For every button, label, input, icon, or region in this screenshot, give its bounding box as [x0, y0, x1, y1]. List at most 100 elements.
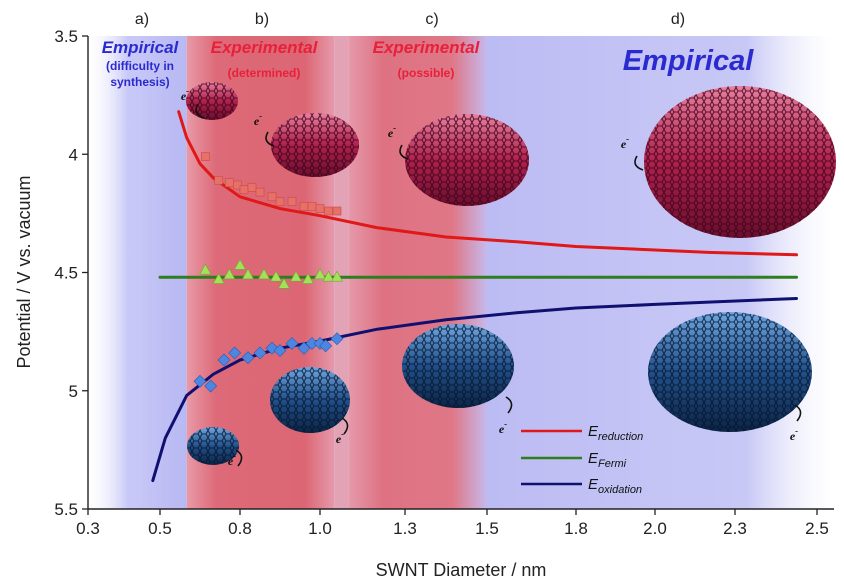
fermi-point — [330, 270, 344, 282]
electron-label: e- — [228, 451, 236, 468]
reduction-point — [233, 180, 242, 190]
nanotube-red-large-icon — [405, 114, 529, 206]
electron-label: e- — [336, 429, 344, 446]
electron-label: e- — [254, 111, 262, 128]
fermi-point — [257, 268, 271, 280]
electron-marker: e- — [790, 404, 802, 443]
x-tick-label: 1.8 — [564, 519, 588, 538]
nanotube-blue-medium-icon — [270, 367, 350, 433]
reduction-point — [239, 185, 249, 195]
x-tick-label: 0.8 — [228, 519, 252, 538]
x-axis-title: SWNT Diameter / nm — [376, 560, 547, 580]
region-title: Experimental — [211, 38, 319, 57]
electron-arrow-icon — [634, 155, 644, 171]
electron-label: e- — [790, 426, 798, 443]
electron-arrow-icon — [341, 417, 349, 435]
electron-arrow-icon — [505, 396, 513, 414]
reduction-point — [299, 201, 309, 211]
oxidation-point — [228, 346, 242, 360]
band-empirical-small — [88, 36, 187, 509]
reduction-point — [214, 175, 223, 185]
region-title: Empirical — [623, 45, 754, 77]
oxidation-point — [330, 332, 344, 346]
reduction-point — [247, 183, 257, 192]
electron-label: e- — [499, 419, 507, 436]
electron-marker: e- — [254, 111, 275, 147]
electron-marker: e- — [181, 86, 205, 119]
panel-letter: c) — [425, 11, 438, 28]
electron-label: e- — [181, 86, 189, 103]
nanotube-red-xlarge-icon — [644, 86, 836, 238]
nanotube-blue-xlarge-icon — [648, 312, 812, 432]
x-ticks: 0.3 0.5 0.8 1.0 1.3 1.5 1.8 2.0 2.3 2.5 — [76, 509, 829, 538]
series-line-oxidation — [151, 297, 798, 483]
legend-label-sub: reduction — [598, 431, 643, 443]
x-tick-label: 2.0 — [643, 519, 667, 538]
reduction-point — [275, 197, 285, 206]
oxidation-point — [297, 341, 311, 355]
reduction-point — [315, 204, 325, 213]
electron-markers: e-e-e-e-e-e-e-e- — [181, 86, 802, 468]
electron-label: e- — [621, 134, 629, 151]
electron-arrow-icon — [265, 131, 275, 147]
electron-charge: - — [393, 123, 396, 133]
y-tick-label: 3.5 — [54, 27, 78, 46]
electron-arrow-icon — [399, 144, 409, 160]
region-title: Experimental — [373, 38, 481, 57]
electron-charge: - — [504, 419, 507, 429]
region-title: Empirical — [102, 38, 180, 57]
y-tick-label: 4.5 — [54, 264, 78, 283]
band-experimental-possible — [348, 36, 487, 509]
electron-marker: e- — [499, 396, 513, 436]
x-tick-label: 1.0 — [308, 519, 332, 538]
electron-charge: - — [341, 429, 344, 439]
fermi-point — [212, 272, 225, 284]
electron-arrow-icon — [195, 103, 205, 119]
region-subtitle: (determined) — [228, 66, 301, 80]
y-tick-label: 5 — [69, 382, 78, 401]
electron-marker: e- — [621, 134, 644, 171]
panel-letter: a) — [135, 11, 149, 28]
x-tick-label: 0.3 — [76, 519, 100, 538]
reduction-point — [255, 187, 265, 197]
fermi-point — [277, 277, 291, 289]
x-tick-label: 0.5 — [148, 519, 172, 538]
reduction-point — [324, 206, 333, 216]
electron-arrow-icon — [794, 404, 802, 422]
electron-arrow-icon — [235, 449, 243, 467]
nanotube-blue-small-icon — [187, 427, 239, 465]
electron-marker: e- — [388, 123, 409, 160]
region-subtitle: (possible) — [398, 66, 455, 80]
oxidation-point — [253, 346, 267, 360]
electron-marker: e- — [336, 417, 349, 446]
electron-charge: - — [186, 86, 189, 96]
series-line-reduction — [177, 110, 798, 257]
electron-marker: e- — [228, 449, 243, 468]
fermi-point — [322, 270, 335, 282]
fermi-point — [313, 268, 327, 280]
fermi-point — [241, 268, 255, 280]
oxidation-point — [285, 337, 299, 350]
oxidation-point — [217, 353, 231, 367]
oxidation-point — [193, 374, 207, 388]
electron-charge: - — [259, 111, 262, 121]
oxidation-point — [273, 344, 287, 357]
fermi-point — [269, 270, 283, 282]
region-subtitle: synthesis) — [110, 75, 169, 89]
fermi-point — [223, 268, 236, 280]
y-tick-label: 5.5 — [54, 500, 78, 519]
nanotube-blue-large-icon — [402, 324, 514, 408]
panel-letters: a) b) c) d) — [135, 11, 685, 28]
series-points — [193, 152, 344, 393]
reduction-point — [201, 152, 210, 161]
region-subtitle: (difficulty in — [106, 59, 174, 73]
x-tick-label: 2.3 — [723, 519, 747, 538]
legend-label-sub: Fermi — [598, 458, 627, 470]
reduction-point — [332, 206, 342, 216]
oxidation-point — [204, 379, 218, 393]
legend-label-sub: oxidation — [598, 484, 642, 496]
oxidation-point — [319, 339, 333, 353]
panel-letter: d) — [671, 11, 685, 28]
fermi-point — [301, 272, 315, 284]
